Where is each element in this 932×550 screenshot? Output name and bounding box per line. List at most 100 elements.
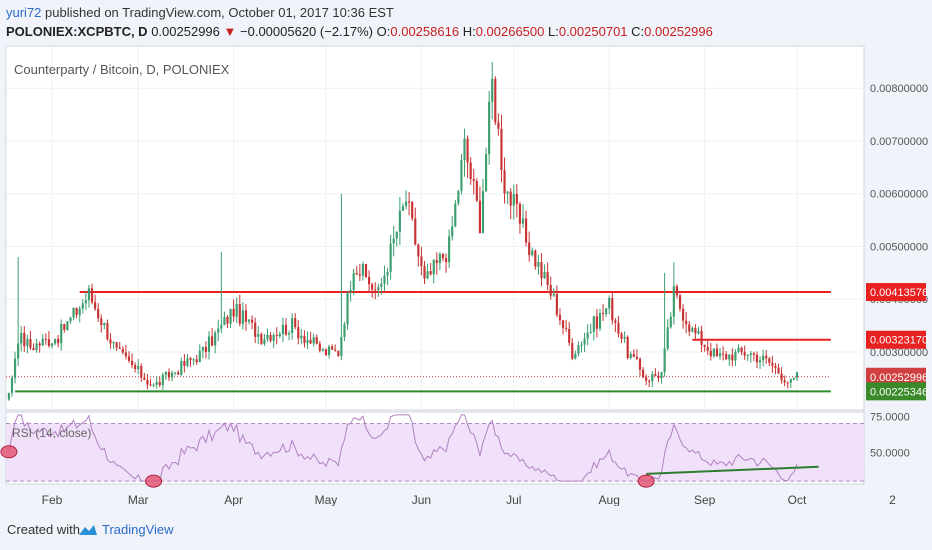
candle-body — [678, 295, 682, 309]
candle-body — [595, 316, 598, 329]
candle-body — [731, 354, 734, 361]
candle-body — [783, 380, 786, 383]
candle-body — [312, 337, 315, 344]
candle-body — [601, 313, 605, 315]
candle-body — [466, 138, 469, 163]
candle-body — [491, 78, 494, 102]
open-value: 0.00258616 — [390, 24, 460, 39]
time-tick-label: Feb — [42, 493, 63, 506]
candle-body — [303, 335, 306, 344]
candle-body — [549, 285, 552, 296]
candle-body — [263, 339, 266, 344]
candle-body — [657, 375, 660, 379]
candle-body — [488, 101, 491, 155]
candle-body — [269, 335, 272, 341]
candle-body — [454, 203, 457, 227]
price-label-box — [866, 283, 926, 302]
candle-body — [297, 327, 300, 339]
symbol-line: POLONIEX:XCPBTC, D 0.00252996 ▼ −0.00005… — [6, 24, 713, 39]
candle-body — [786, 382, 789, 384]
candle-body — [589, 331, 592, 333]
candle-body — [152, 384, 155, 386]
candle-body — [377, 287, 380, 291]
candle-body — [183, 361, 186, 366]
candle-body — [386, 271, 389, 276]
candle-body — [106, 322, 109, 340]
rsi-band — [6, 423, 864, 482]
candle-body — [411, 201, 414, 219]
candle-body — [130, 360, 134, 366]
price-pane[interactable] — [5, 45, 865, 411]
candle-body — [321, 349, 324, 351]
candle-body — [697, 331, 700, 334]
candle-body — [703, 344, 706, 348]
candle-body — [509, 191, 512, 206]
tradingview-logo-icon — [79, 525, 97, 535]
candle-body — [340, 337, 343, 356]
candle-body — [691, 328, 694, 332]
tradingview-brand[interactable]: TradingView — [102, 522, 174, 537]
rsi-tick-label: 50.0000 — [870, 447, 910, 459]
candle-body — [629, 353, 632, 358]
rsi-tick-label: 75.0000 — [870, 411, 910, 423]
candle-body — [469, 162, 472, 179]
candle-body — [734, 351, 737, 361]
candle-body — [408, 201, 411, 203]
price-label-box — [866, 367, 926, 386]
candle-body — [35, 343, 38, 351]
price-tick-label: 0.00300000 — [870, 347, 928, 359]
candle-body — [484, 154, 488, 192]
candle-body — [771, 362, 774, 366]
price-label-box — [866, 330, 926, 349]
candle-body — [364, 263, 368, 278]
author-link[interactable]: yuri72 — [6, 5, 42, 20]
price-label: 0.00413576 — [870, 287, 928, 299]
candle-body — [331, 346, 334, 350]
candle-body — [651, 374, 654, 382]
candle-body — [121, 348, 124, 353]
candle-body — [50, 343, 54, 347]
rsi-trendline — [646, 465, 819, 475]
candle-body — [728, 354, 731, 360]
candle-body — [565, 327, 568, 329]
candle-body — [660, 372, 663, 379]
candle-body — [635, 356, 638, 359]
candle-body — [368, 277, 371, 285]
publish-info: published on TradingView.com, October 01… — [45, 5, 394, 20]
candle-body — [198, 350, 201, 363]
time-tick-label: Mar — [128, 493, 149, 506]
candle-body — [500, 128, 503, 171]
candle-body — [718, 353, 722, 357]
price-change: −0.00005620 (−2.17%) — [240, 24, 374, 39]
candle-body — [41, 338, 44, 346]
candle-body — [164, 372, 167, 375]
rsi-marker — [637, 474, 655, 488]
candle-body — [694, 328, 697, 334]
candle-body — [632, 353, 635, 357]
candle-body — [291, 318, 294, 334]
candle-body — [167, 372, 171, 378]
price-chart[interactable]: Counterparty / Bitcoin, D, POLONIEX 0.00… — [0, 44, 932, 506]
candle-body — [383, 275, 386, 284]
candle-body — [78, 308, 81, 315]
footer: Created with TradingView — [0, 510, 932, 550]
candle-body — [195, 359, 198, 363]
candle-body — [201, 347, 204, 351]
price-axis[interactable]: 0.003000000.004000000.005000000.00600000… — [870, 83, 928, 359]
candle-body — [260, 334, 263, 344]
candle-body — [220, 324, 223, 329]
candle-body — [294, 318, 297, 328]
candle-body — [583, 338, 586, 345]
candle-body — [140, 366, 143, 378]
candle-body — [177, 372, 180, 375]
candle-body — [525, 218, 528, 243]
candle-body — [512, 194, 515, 206]
candle-body — [223, 317, 226, 325]
candle-body — [10, 377, 14, 393]
candle-body — [743, 352, 746, 356]
time-tick-label: Jul — [506, 493, 521, 506]
candle-body — [740, 347, 743, 353]
time-axis[interactable]: Feb Mar Apr May Jun Jul Aug Sep Oct 2 — [42, 493, 896, 506]
candle-body — [97, 308, 100, 319]
candle-body — [26, 339, 29, 347]
